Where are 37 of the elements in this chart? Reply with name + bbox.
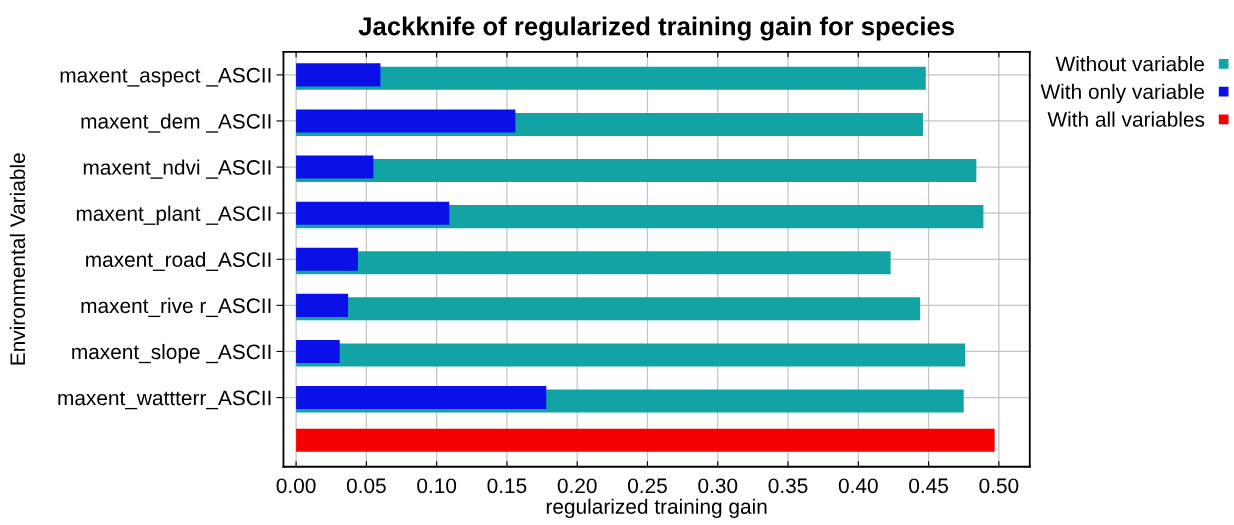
x-tick-label: 0.40 xyxy=(838,478,878,494)
y-axis-title: Environmental Variable xyxy=(9,153,26,365)
bar xyxy=(296,63,381,87)
x-tick-label: 0.00 xyxy=(276,478,316,494)
x-tick-label: 0.45 xyxy=(909,478,948,494)
x-tick-label: 0.15 xyxy=(487,478,527,494)
legend-label: With only variable xyxy=(1040,83,1204,104)
bar xyxy=(296,339,340,363)
x-tick-label: 0.05 xyxy=(346,478,386,494)
x-tick-label: 0.10 xyxy=(417,478,457,494)
x-tick-label: 0.25 xyxy=(628,478,667,494)
bar xyxy=(296,251,891,275)
legend-label: Without variable xyxy=(1055,56,1204,72)
x-tick-label: 0.20 xyxy=(557,478,597,494)
bar xyxy=(296,297,921,321)
chart-title: Jackknife of regularized training gain for species xyxy=(358,16,955,41)
bar xyxy=(296,293,349,317)
bar xyxy=(296,343,966,367)
bar xyxy=(296,428,995,452)
y-tick-label: maxent_aspect _ASCII xyxy=(60,67,271,87)
y-tick-label: maxent_road_ASCII xyxy=(86,251,271,271)
y-tick-label: maxent_wattterr_ASCII xyxy=(58,390,271,410)
y-tick-label: maxent_dem _ASCII xyxy=(81,113,271,133)
bar xyxy=(296,201,450,225)
bar xyxy=(296,109,516,133)
x-tick-label: 0.35 xyxy=(768,478,808,494)
x-axis-title: regularized training gain xyxy=(546,498,767,519)
bar xyxy=(296,247,358,271)
x-tick-label: 0.50 xyxy=(979,478,1019,494)
y-tick-label: maxent_plant _ASCII xyxy=(76,205,271,226)
bar xyxy=(296,386,547,410)
y-tick-label: maxent_rive r_ASCII xyxy=(81,297,271,318)
y-tick-label: maxent_ndvi _ASCII xyxy=(83,159,271,179)
bar xyxy=(296,155,374,179)
x-tick-label: 0.30 xyxy=(698,478,738,494)
y-tick-label: maxent_slope _ASCII xyxy=(72,343,271,364)
legend-label: With all variables xyxy=(1047,111,1205,127)
